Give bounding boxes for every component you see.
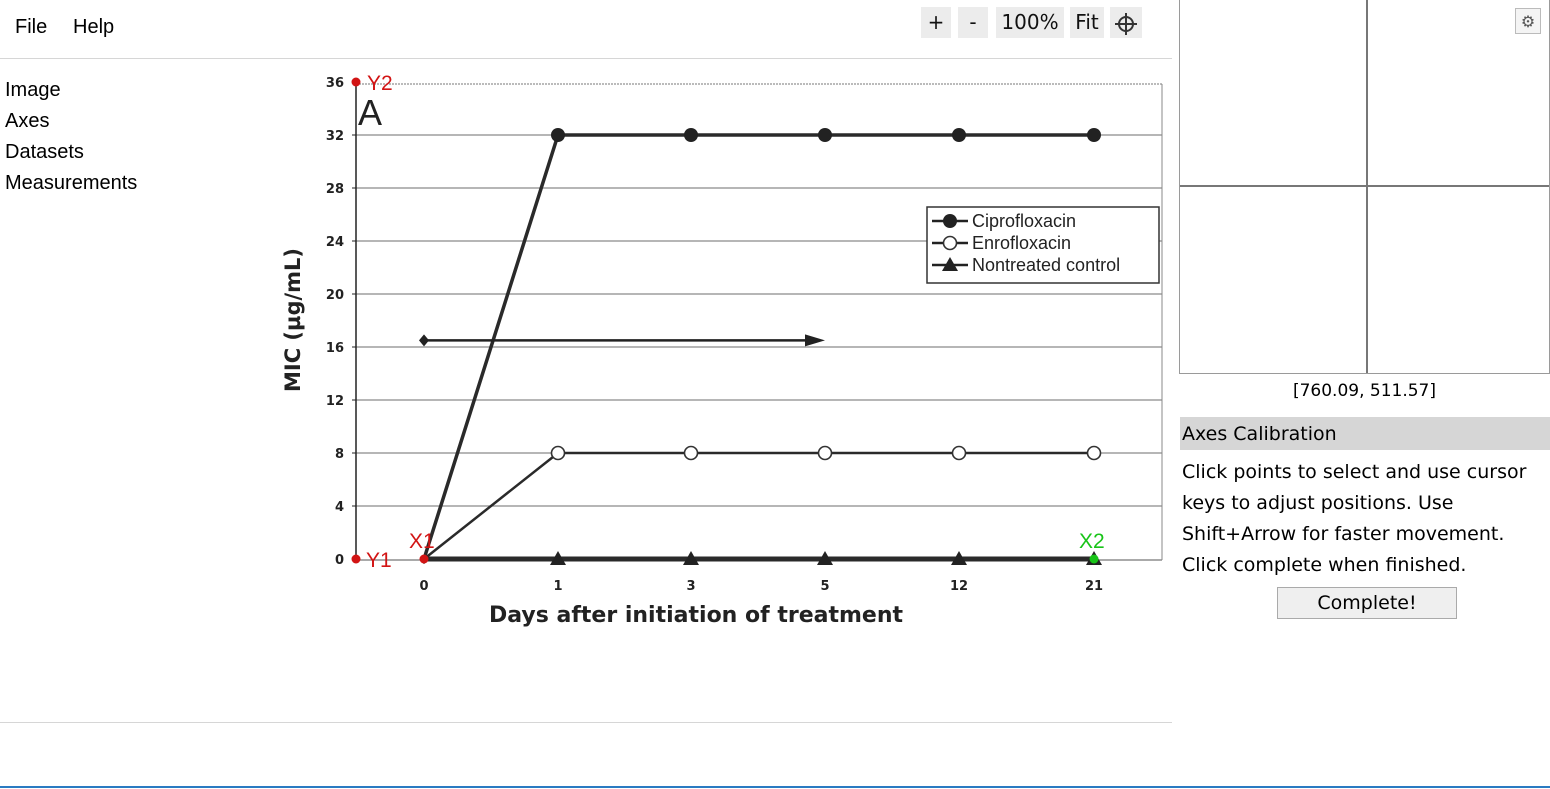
cursor-coordinates: [760.09, 511.57] (1292, 381, 1437, 401)
y-tick-label: 20 (326, 288, 344, 303)
arrow-head (805, 334, 825, 347)
magnifier-view: ⚙ (1179, 0, 1550, 374)
data-point (952, 128, 966, 142)
menu-bar: File Help (0, 0, 1172, 59)
data-point (951, 551, 967, 565)
legend-label: Ciprofloxacin (972, 211, 1076, 231)
sidebar-item-axes[interactable]: Axes (5, 110, 50, 132)
x2-label: X2 (1079, 530, 1105, 553)
y-axis-label: MIC (µg/mL) (281, 248, 305, 392)
calibration-markers[interactable]: Y2 Y1 X1 X2 (351, 72, 1105, 572)
y-tick-label: 16 (326, 341, 344, 356)
panel-label: A (358, 92, 382, 133)
menu-help[interactable]: Help (73, 16, 115, 38)
data-point (551, 128, 565, 142)
y2-label: Y2 (367, 72, 393, 95)
series-line (423, 451, 1094, 560)
axes (355, 78, 1163, 561)
x1-marker[interactable] (419, 554, 429, 564)
y1-marker[interactable] (351, 554, 361, 564)
x-tick-label: 1 (553, 579, 562, 594)
plot-canvas[interactable]: 0 4 8 12 16 20 24 28 32 36 0 1 3 5 12 21 A Days after … (270, 62, 1170, 642)
gear-icon: ⚙ (1520, 11, 1536, 31)
y-tick-labels: 0 4 8 12 16 20 24 28 32 36 (326, 76, 356, 568)
sidebar-item-image[interactable]: Image (5, 79, 61, 101)
data-point (550, 445, 566, 461)
y-tick-label: 28 (326, 182, 344, 197)
data-point (1086, 445, 1102, 461)
y-tick-label: 8 (335, 447, 344, 462)
legend-marker (942, 235, 958, 251)
annotation-arrow (419, 334, 825, 347)
data-point (817, 445, 833, 461)
x-tick-label: 12 (950, 579, 968, 594)
crosshair-icon (1115, 12, 1137, 35)
series (422, 128, 1102, 565)
data-point (951, 445, 967, 461)
y2-marker[interactable] (351, 77, 361, 87)
sidebar-item-datasets[interactable]: Datasets (5, 141, 84, 163)
bottom-separator (0, 722, 1172, 723)
crosshair-button[interactable] (1110, 7, 1142, 38)
crosshair-horizontal (1180, 185, 1549, 187)
legend-label: Enrofloxacin (972, 233, 1071, 253)
zoom-level[interactable]: 100% (996, 7, 1064, 38)
y-tick-label: 36 (326, 76, 344, 91)
x-tick-label: 0 (419, 579, 428, 594)
calibration-instructions: Click points to select and use cursor ke… (1182, 461, 1527, 576)
data-point (684, 128, 698, 142)
legend-marker (943, 214, 957, 228)
y-tick-label: 32 (326, 129, 344, 144)
data-point (817, 551, 833, 565)
series-enrofloxacin (423, 445, 1102, 560)
x-axis-label: Days after initiation of treatment (489, 603, 904, 628)
x1-label: X1 (409, 530, 435, 553)
legend-marker (942, 257, 958, 271)
x-tick-labels: 0 1 3 5 12 21 (419, 559, 1103, 594)
menu-file[interactable]: File (15, 16, 48, 38)
grid (356, 134, 1162, 507)
data-point (818, 128, 832, 142)
arrow-tail (419, 334, 429, 347)
sidebar-item-measurements[interactable]: Measurements (5, 172, 138, 194)
y-tick-label: 12 (326, 394, 344, 409)
x-tick-label: 5 (820, 579, 829, 594)
complete-button[interactable]: Complete! (1277, 587, 1457, 619)
y1-label: Y1 (366, 549, 392, 572)
data-point (550, 551, 566, 565)
x-tick-label: 3 (686, 579, 695, 594)
x2-marker[interactable] (1089, 554, 1099, 564)
series-line (422, 133, 1094, 560)
data-point (683, 445, 699, 461)
data-point (683, 551, 699, 565)
legend-label: Nontreated control (972, 255, 1120, 275)
zoom-out-button[interactable]: - (958, 7, 988, 38)
fit-button[interactable]: Fit (1070, 7, 1104, 38)
y-tick-label: 0 (335, 553, 344, 568)
data-point (1087, 128, 1101, 142)
x-tick-label: 21 (1085, 579, 1103, 594)
y-tick-label: 24 (326, 235, 344, 250)
settings-button[interactable]: ⚙ (1515, 8, 1541, 34)
status-bar-border (0, 786, 1550, 788)
axes-calibration-title: Axes Calibration (1180, 417, 1550, 450)
y-tick-label: 4 (335, 500, 344, 515)
series-nontreated-control (424, 551, 1102, 565)
series-ciprofloxacin (422, 128, 1101, 560)
zoom-in-button[interactable]: + (921, 7, 951, 38)
